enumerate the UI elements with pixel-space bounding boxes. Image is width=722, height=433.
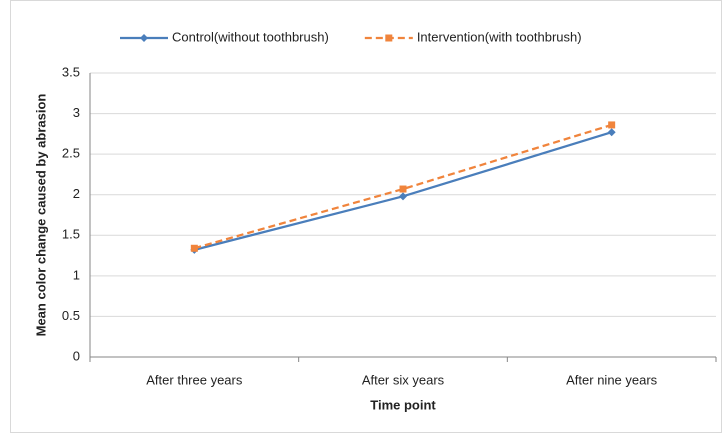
data-point bbox=[399, 185, 407, 193]
chart-border bbox=[10, 0, 722, 433]
data-point bbox=[608, 121, 616, 129]
data-point bbox=[190, 244, 198, 252]
legend-marker bbox=[385, 34, 393, 42]
x-axis-label: Time point bbox=[370, 397, 436, 412]
x-tick-label: After six years bbox=[362, 372, 445, 387]
y-tick-label: 0.5 bbox=[62, 308, 80, 323]
y-tick-label: 1 bbox=[73, 267, 80, 282]
x-tick-label: After three years bbox=[146, 372, 243, 387]
x-tick-label: After nine years bbox=[566, 372, 658, 387]
y-axis-label: Mean color change caused by abrasion bbox=[33, 94, 48, 337]
y-tick-label: 3 bbox=[73, 105, 80, 120]
y-tick-label: 0 bbox=[73, 348, 80, 363]
legend-label: Intervention(with toothbrush) bbox=[417, 29, 582, 44]
y-tick-label: 2.5 bbox=[62, 146, 80, 161]
y-tick-label: 2 bbox=[73, 186, 80, 201]
data-point bbox=[399, 192, 407, 201]
legend-label: Control(without toothbrush) bbox=[172, 29, 329, 44]
y-tick-label: 1.5 bbox=[62, 227, 80, 242]
legend-marker bbox=[140, 34, 148, 42]
y-tick-label: 3.5 bbox=[62, 64, 80, 79]
data-point bbox=[607, 128, 616, 137]
series-line bbox=[194, 123, 612, 250]
